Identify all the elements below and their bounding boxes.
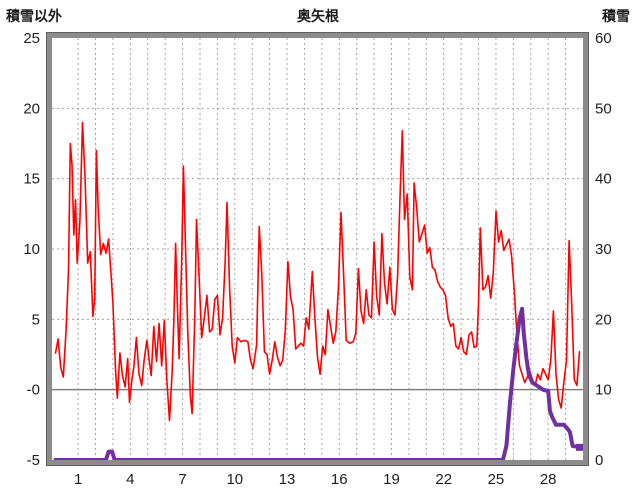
right-tick-label: 40 (595, 171, 612, 188)
left-tick-label: -5 (27, 452, 40, 469)
left-tick-label: 25 (23, 30, 40, 47)
x-tick-label: 16 (331, 471, 348, 488)
right-tick-label: 0 (595, 452, 603, 469)
left-axis-title: 積雪以外 (6, 8, 62, 24)
series-snow-depth-line (53, 306, 582, 460)
right-tick-label: 60 (595, 30, 612, 47)
x-tick-label: 25 (488, 471, 505, 488)
right-tick-label: 20 (595, 311, 612, 328)
chart-header: 積雪以外 奥矢根 積雪 (0, 4, 636, 28)
axis-tick-labels: 25 20 15 10 5 -0 -5 60 50 40 30 20 10 0 1 4 7 10 13 16 19 22 2… (23, 30, 611, 488)
x-tick-label: 28 (540, 471, 557, 488)
left-tick-label: 15 (23, 171, 40, 188)
right-tick-label: 10 (595, 382, 612, 399)
x-tick-label: 13 (279, 471, 296, 488)
left-tick-label: -0 (27, 382, 40, 399)
series-temperature-line (54, 121, 581, 422)
x-tick-label: 7 (178, 471, 186, 488)
right-axis-title: 積雪 (602, 8, 630, 24)
plot-frame (47, 33, 588, 465)
x-tick-label: 10 (226, 471, 243, 488)
x-tick-label: 19 (383, 471, 400, 488)
x-tick-label: 4 (126, 471, 134, 488)
left-tick-label: 10 (23, 241, 40, 258)
left-tick-label: 20 (23, 100, 40, 117)
plot-frame-outer (46, 32, 589, 466)
left-tick-label: 5 (32, 311, 40, 328)
series-end-marker (576, 443, 583, 451)
right-tick-label: 50 (595, 100, 612, 117)
right-tick-label: 30 (595, 241, 612, 258)
x-tick-label: 1 (74, 471, 82, 488)
chart-title: 奥矢根 (297, 8, 339, 24)
x-tick-label: 22 (435, 471, 452, 488)
